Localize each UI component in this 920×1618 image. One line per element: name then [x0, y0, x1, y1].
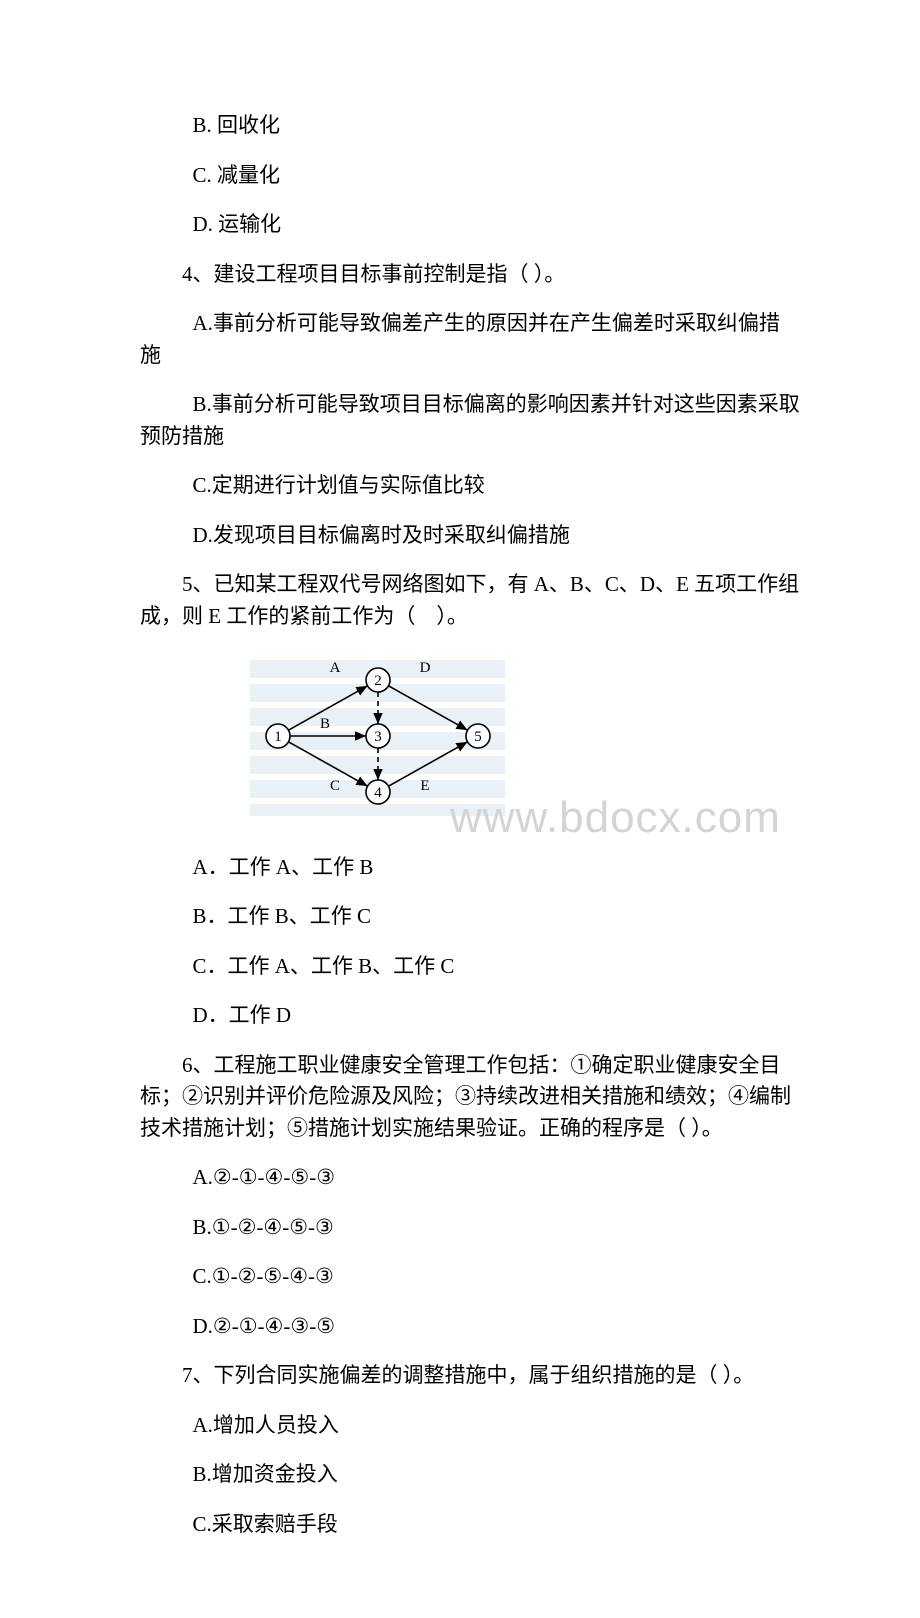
svg-text:2: 2 [374, 673, 382, 689]
q7-stem: 7、下列合同实施偏差的调整措施中，属于组织措施的是（ ）。 [140, 1360, 800, 1392]
q6-option-b: B.①-②-④-⑤-③ [140, 1212, 800, 1244]
q3-option-b: B. 回收化 [140, 110, 800, 142]
svg-text:D: D [420, 660, 431, 676]
q7-option-a: A.增加人员投入 [140, 1410, 800, 1442]
svg-text:5: 5 [474, 729, 482, 745]
q4-option-c: C.定期进行计划值与实际值比较 [140, 470, 800, 502]
q5-stem: 5、已知某工程双代号网络图如下，有 A、B、C、D、E 五项工作组成，则 E 工… [140, 569, 800, 632]
q5-option-d: D．工作 D [140, 1000, 800, 1032]
q3-option-d: D. 运输化 [140, 209, 800, 241]
network-diagram: ABCDE12345 www.bdocx.com [250, 650, 800, 830]
q5-option-a: A．工作 A、工作 B [140, 852, 800, 884]
q7-option-b: B.增加资金投入 [140, 1459, 800, 1491]
network-svg: A B C D E 1 2 3 4 5 [250, 650, 505, 820]
svg-text:B: B [320, 716, 330, 732]
q6-stem: 6、工程施工职业健康安全管理工作包括：①确定职业健康安全目标；②识别并评价危险源… [140, 1050, 800, 1145]
svg-text:E: E [420, 778, 429, 794]
q3-option-c: C. 减量化 [140, 160, 800, 192]
q5-option-b: B．工作 B、工作 C [140, 901, 800, 933]
q4-option-d: D.发现项目目标偏离时及时采取纠偏措施 [140, 520, 800, 552]
svg-text:1: 1 [274, 729, 282, 745]
svg-text:A: A [330, 660, 341, 676]
q6-option-c: C.①-②-⑤-④-③ [140, 1261, 800, 1293]
q4-option-b: B.事前分析可能导致项目目标偏离的影响因素并针对这些因素采取预防措施 [140, 389, 800, 452]
svg-text:3: 3 [374, 729, 382, 745]
q4-stem: 4、建设工程项目目标事前控制是指（ ）。 [140, 259, 800, 291]
q5-option-c: C．工作 A、工作 B、工作 C [140, 951, 800, 983]
document-page: B. 回收化 C. 减量化 D. 运输化 4、建设工程项目目标事前控制是指（ ）… [0, 0, 920, 1618]
svg-text:C: C [330, 778, 340, 794]
q4-option-a: A.事前分析可能导致偏差产生的原因并在产生偏差时采取纠偏措施 [140, 308, 800, 371]
q6-option-a: A.②-①-④-⑤-③ [140, 1162, 800, 1194]
q6-option-d: D.②-①-④-③-⑤ [140, 1311, 800, 1343]
q7-option-c: C.采取索赔手段 [140, 1509, 800, 1541]
svg-text:4: 4 [374, 785, 382, 801]
